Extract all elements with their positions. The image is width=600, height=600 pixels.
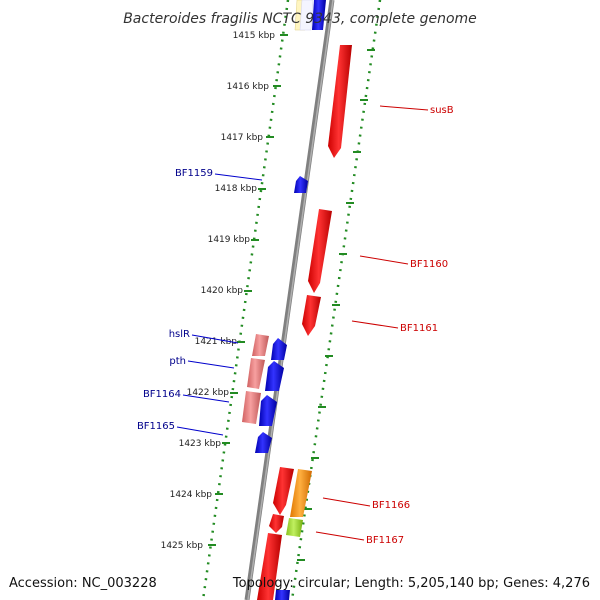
gene-susB[interactable] bbox=[328, 45, 352, 158]
leader-line-susB bbox=[379, 105, 429, 111]
gene-lower-red-1[interactable] bbox=[273, 467, 294, 515]
gene-label-BF1161[interactable]: BF1161 bbox=[400, 323, 438, 334]
gene-BF1164[interactable] bbox=[259, 395, 277, 426]
tick-label: 1415 kbp bbox=[233, 31, 276, 41]
gene-lower-blue-partial[interactable] bbox=[275, 590, 290, 600]
gene-partial-top-white[interactable] bbox=[299, 0, 314, 31]
tick-label: 1422 kbp bbox=[187, 388, 230, 398]
gene-pth[interactable] bbox=[265, 361, 284, 391]
gene-BF1161[interactable] bbox=[302, 295, 321, 336]
inner-dotted-ring bbox=[201, 0, 290, 600]
gene-BF1165[interactable] bbox=[255, 432, 272, 453]
tick-label: 1417 kbp bbox=[221, 133, 264, 143]
inner-tick-marks bbox=[208, 34, 288, 546]
gene-rna-1[interactable] bbox=[252, 334, 269, 356]
gene-label-susB[interactable]: susB bbox=[430, 105, 454, 116]
outer-dotted-ring bbox=[290, 0, 382, 600]
tick-labels: 1415 kbp 1416 kbp 1417 kbp 1418 kbp 1419… bbox=[161, 31, 276, 551]
tick-label: 1416 kbp bbox=[227, 82, 270, 92]
tick-label: 1420 kbp bbox=[201, 286, 244, 296]
gene-label-BF1165[interactable]: BF1165 bbox=[137, 421, 175, 432]
tick-label: 1423 kbp bbox=[179, 439, 222, 449]
gene-label-BF1166[interactable]: BF1166 bbox=[372, 500, 410, 511]
gene-label-BF1164[interactable]: BF1164 bbox=[143, 389, 181, 400]
tick-label: 1421 kbp bbox=[195, 337, 238, 347]
label-leader-lines bbox=[176, 105, 429, 541]
leader-line-BF1161 bbox=[351, 320, 399, 329]
gene-label-hslR[interactable]: hslR bbox=[169, 329, 190, 340]
gene-label-BF1167[interactable]: BF1167 bbox=[366, 535, 404, 546]
tick-label: 1425 kbp bbox=[161, 541, 204, 551]
gene-BF1160[interactable] bbox=[308, 209, 332, 293]
accession-text: Accession: NC_003228 bbox=[9, 576, 157, 591]
gene-label-pth[interactable]: pth bbox=[169, 356, 186, 367]
gene-hslR[interactable] bbox=[271, 338, 287, 360]
gene-BF1166[interactable] bbox=[290, 469, 312, 517]
gene-BF1167[interactable] bbox=[286, 518, 303, 537]
gene-partial-top-blue[interactable] bbox=[312, 0, 326, 30]
genome-summary-text: Topology: circular; Length: 5,205,140 bp… bbox=[232, 576, 590, 591]
gene-lower-red-3[interactable] bbox=[257, 533, 282, 600]
leader-line-BF1165 bbox=[176, 426, 224, 436]
gene-label-BF1159[interactable]: BF1159 bbox=[175, 168, 213, 179]
gene-rna-2[interactable] bbox=[247, 358, 265, 389]
leader-line-BF1167 bbox=[315, 531, 365, 541]
gene-labels: susB BF1159 BF1160 BF1161 hslR pth BF116… bbox=[137, 105, 454, 546]
tick-label: 1419 kbp bbox=[208, 235, 251, 245]
gene-rna-3[interactable] bbox=[242, 391, 261, 424]
genome-backbone bbox=[244, 0, 335, 600]
tick-label: 1424 kbp bbox=[170, 490, 213, 500]
leader-line-BF1159 bbox=[214, 173, 263, 181]
tick-label: 1418 kbp bbox=[215, 184, 258, 194]
leader-line-BF1166 bbox=[322, 497, 371, 507]
gene-lower-red-2[interactable] bbox=[269, 514, 284, 533]
leader-line-BF1164 bbox=[182, 394, 230, 403]
leader-line-BF1160 bbox=[359, 255, 409, 265]
leader-line-hslR bbox=[191, 334, 239, 344]
leader-line-pth bbox=[187, 360, 235, 369]
genome-backbone-highlight bbox=[247, 0, 334, 600]
outer-tick-marks bbox=[297, 49, 375, 561]
gene-BF1159[interactable] bbox=[294, 176, 308, 193]
map-title: Bacteroides fragilis NCTC 9343, complete… bbox=[123, 11, 477, 27]
gene-label-BF1160[interactable]: BF1160 bbox=[410, 259, 448, 270]
